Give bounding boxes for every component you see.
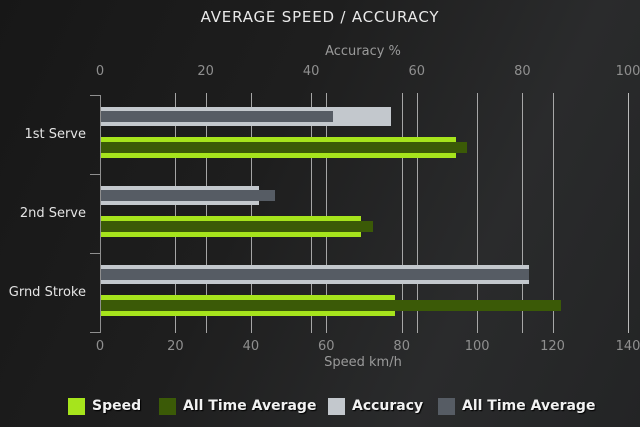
legend-label-all-time-average-1: All Time Average bbox=[183, 398, 317, 414]
legend-entry-all-time-average-1: All Time Average bbox=[159, 397, 316, 415]
bar-all-time-average-2nd-serve bbox=[101, 221, 373, 232]
bar-all-time-average-grnd-stroke bbox=[101, 269, 529, 280]
bottom-tick-40: 40 bbox=[242, 339, 260, 354]
bottom-gridline-60 bbox=[326, 93, 328, 333]
top-axis-label: Accuracy % bbox=[325, 44, 401, 59]
legend-label-all-time-average-3: All Time Average bbox=[462, 398, 596, 414]
legend-swatch-accuracy-2 bbox=[328, 397, 345, 415]
category-label-1st-serve: 1st Serve bbox=[24, 127, 86, 142]
legend-swatch-all-time-average-1 bbox=[159, 397, 176, 415]
y-axis-tick-1 bbox=[90, 174, 101, 175]
bottom-tick-60: 60 bbox=[318, 339, 335, 354]
top-tick-100: 100 bbox=[615, 64, 640, 79]
top-tick-0: 0 bbox=[95, 64, 105, 79]
bottom-gridline-40 bbox=[250, 93, 252, 333]
bottom-gridline-80 bbox=[401, 93, 403, 333]
y-axis-tick-2 bbox=[90, 253, 101, 254]
top-gridline-60 bbox=[416, 93, 418, 333]
chart-title: AVERAGE SPEED / ACCURACY bbox=[200, 8, 440, 26]
bottom-tick-0: 0 bbox=[95, 339, 105, 354]
bar-all-time-average-grnd-stroke bbox=[101, 300, 562, 311]
category-label-grnd-stroke: Grnd Stroke bbox=[8, 285, 86, 300]
legend-entry-all-time-average-3: All Time Average bbox=[438, 397, 595, 415]
bar-all-time-average-2nd-serve bbox=[101, 190, 276, 201]
top-tick-20: 20 bbox=[197, 64, 214, 79]
top-gridline-20 bbox=[205, 93, 207, 333]
bottom-gridline-100 bbox=[477, 93, 479, 333]
top-gridline-80 bbox=[522, 93, 524, 333]
legend-label-accuracy-2: Accuracy bbox=[352, 398, 424, 414]
y-axis-tick-0 bbox=[90, 95, 101, 96]
legend-swatch-speed-0 bbox=[68, 397, 85, 415]
bar-all-time-average-1st-serve bbox=[101, 142, 467, 153]
top-tick-60: 60 bbox=[408, 64, 426, 79]
legend-swatch-all-time-average-3 bbox=[438, 397, 455, 415]
bottom-axis-label: Speed km/h bbox=[324, 355, 402, 370]
top-tick-40: 40 bbox=[302, 64, 320, 79]
legend-entry-accuracy-2: Accuracy bbox=[328, 397, 423, 415]
y-axis-line bbox=[100, 95, 101, 332]
bottom-gridline-140 bbox=[628, 93, 629, 333]
bottom-gridline-20 bbox=[175, 93, 177, 333]
bottom-gridline-120 bbox=[552, 93, 554, 333]
bar-all-time-average-1st-serve bbox=[101, 111, 334, 122]
top-tick-80: 80 bbox=[514, 64, 531, 79]
bottom-tick-120: 120 bbox=[540, 339, 565, 354]
bottom-tick-20: 20 bbox=[167, 339, 184, 354]
legend-label-speed-0: Speed bbox=[92, 398, 142, 414]
top-gridline-40 bbox=[311, 93, 313, 333]
category-label-2nd-serve: 2nd Serve bbox=[19, 206, 86, 221]
y-axis-tick-3 bbox=[90, 332, 101, 333]
bottom-tick-100: 100 bbox=[464, 339, 490, 354]
bottom-tick-80: 80 bbox=[393, 339, 410, 354]
bottom-tick-140: 140 bbox=[615, 339, 640, 354]
legend-entry-speed-0: Speed bbox=[68, 397, 141, 415]
